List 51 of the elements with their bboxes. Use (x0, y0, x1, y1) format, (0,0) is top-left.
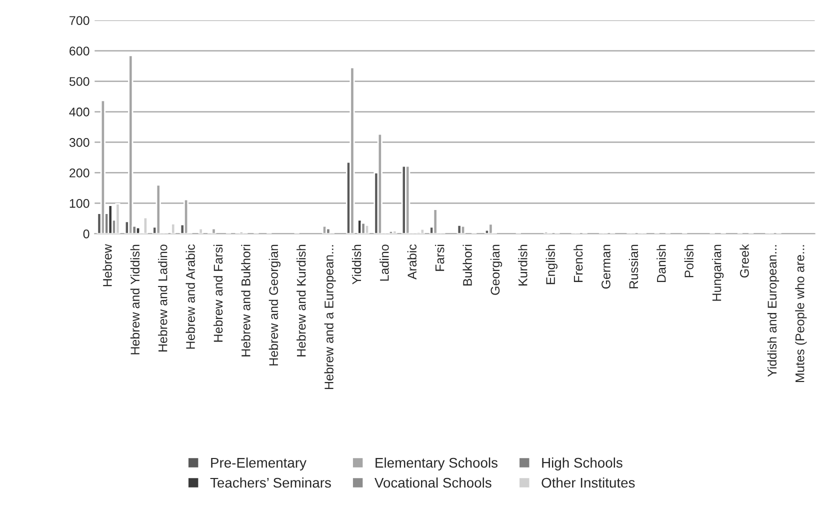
bar (432, 208, 438, 234)
bar (170, 222, 176, 234)
x-tick-label: Hebrew and a European... (324, 245, 336, 389)
legend-label: Pre-Elementary (211, 458, 306, 470)
x-tick-label: Polish (684, 244, 694, 278)
x-tick-label: Kurdish (518, 244, 528, 286)
bar (488, 223, 494, 234)
x-tick-label: Hebrew and Georgian (268, 244, 280, 366)
y-tick-label: 0 (83, 229, 90, 238)
x-tick-label: Hebrew and Bukhori (241, 244, 250, 356)
x-tick-label: Russian (628, 244, 638, 288)
bar (364, 224, 370, 234)
x-tick-label: Hebrew and Farsi (213, 244, 223, 342)
y-tick-label: 300 (69, 138, 90, 147)
x-tick-label: Mutes (People who are... (795, 245, 807, 382)
bar (115, 203, 120, 234)
bar (198, 228, 204, 234)
x-tick-label: Hungarian (712, 244, 724, 301)
x-tick-label: Georgian (490, 244, 502, 295)
legend-label: Other Institutes (542, 477, 635, 488)
y-tick-label: 200 (70, 168, 90, 178)
x-tick-label: Hebrew and Ladino (158, 244, 168, 352)
bar (135, 226, 141, 234)
x-tick-label: Yiddish (352, 244, 362, 284)
y-tick-label: 600 (70, 46, 90, 56)
x-tick-label: English (546, 244, 558, 284)
x-tick-label: Hebrew and Arabic (186, 244, 195, 349)
x-tick-label: Farsi (435, 244, 444, 271)
y-tick-label: 400 (69, 108, 90, 116)
y-tick-label: 700 (70, 16, 90, 25)
x-tick-label: Yiddish and European... (767, 245, 780, 377)
x-tick-label: Danish (656, 244, 666, 282)
x-tick-label: Bukhori (462, 244, 472, 286)
x-tick-label: Hebrew and Yiddish (130, 244, 140, 354)
bar (142, 216, 148, 234)
x-tick-label: French (574, 244, 583, 282)
x-tick-label: Greek (740, 244, 749, 278)
bar (392, 230, 398, 234)
legend-label: Vocational Schools (374, 477, 492, 488)
y-tick-label: 100 (70, 199, 90, 208)
legend-label: Elementary Schools (376, 458, 498, 470)
legend-label: Teachers’ Seminars (210, 477, 331, 488)
legend-label: High Schools (542, 458, 622, 470)
bar (326, 228, 331, 234)
x-tick-label: Arabic (407, 244, 417, 280)
bar (420, 228, 425, 234)
x-tick-label: German (602, 244, 610, 289)
x-tick-label: Hebrew and Kurdish (296, 244, 306, 356)
x-tick-label: Ladino (380, 244, 389, 281)
x-tick-label: Hebrew (102, 244, 112, 286)
y-tick-label: 500 (69, 77, 90, 86)
